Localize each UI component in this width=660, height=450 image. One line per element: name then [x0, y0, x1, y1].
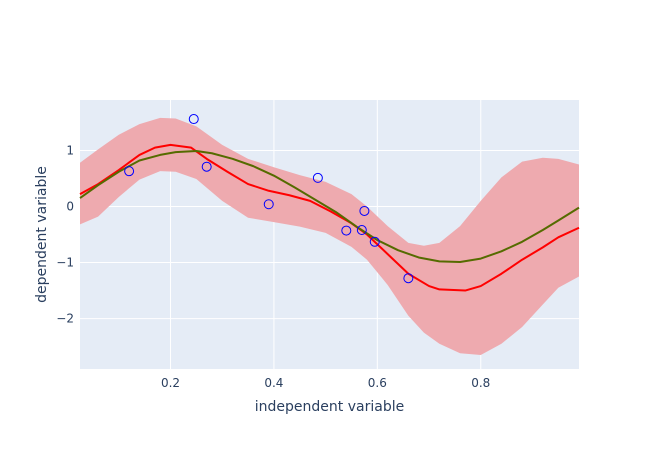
x-tick-label: 0.8: [471, 376, 490, 390]
mean-prediction-line: [79, 143, 580, 292]
data-point-marker: [124, 166, 135, 177]
data-point-marker: [263, 199, 274, 210]
data-point-marker: [341, 225, 352, 236]
data-point-marker: [369, 236, 380, 247]
data-point-marker: [312, 172, 323, 183]
marker-layer: [124, 114, 414, 284]
data-point-marker: [403, 273, 414, 284]
uncertainty-band-layer: [80, 117, 579, 355]
x-tick-labels: 0.2 0.4 0.6 0.8: [161, 376, 490, 390]
x-tick-label: 0.6: [368, 376, 387, 390]
x-axis-title: independent variable: [255, 399, 404, 415]
data-point-marker: [201, 161, 212, 172]
true-function-line: [79, 149, 580, 263]
x-tick-label: 0.4: [264, 376, 283, 390]
x-tick-label: 0.2: [161, 376, 180, 390]
data-point-marker: [356, 225, 367, 236]
data-point-marker: [359, 205, 370, 216]
y-tick-label: 1: [66, 143, 74, 157]
y-tick-label: −2: [56, 312, 74, 326]
y-axis-title: dependent variable: [34, 166, 50, 303]
data-point-marker: [188, 114, 199, 125]
y-tick-label: 0: [66, 199, 74, 213]
line-layer: [79, 143, 580, 292]
y-tick-labels: 1 0 −1 −2: [56, 143, 74, 325]
y-tick-label: −1: [56, 256, 74, 270]
confidence-band: [80, 117, 579, 355]
